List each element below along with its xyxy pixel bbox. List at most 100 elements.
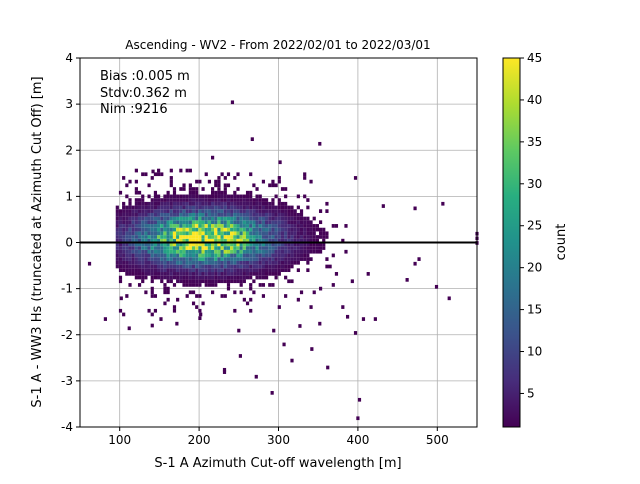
heatmap-cell [201,201,205,206]
heatmap-cell [157,220,161,225]
heatmap-cell [271,246,275,250]
heatmap-cell [277,246,281,250]
heatmap-cell [137,190,142,195]
heatmap-cell [157,227,161,232]
heatmap-cell [284,212,288,217]
heatmap-cell [141,238,145,243]
heatmap-cell [261,246,266,250]
heatmap-cell [242,268,246,273]
heatmap-cell [268,212,272,217]
heatmap-cell [176,249,180,254]
heatmap-cell [226,242,231,247]
heatmap-cell [166,286,170,291]
heatmap-cell [211,205,215,210]
heatmap-cell [204,224,208,228]
heatmap-cell [115,235,119,239]
heatmap-cell [299,212,304,217]
heatmap-cell [226,249,231,254]
heatmap-cell [179,220,183,225]
heatmap-cell [169,238,173,243]
heatmap-cell [226,275,231,280]
heatmap-cell [201,253,205,258]
heatmap-cell [204,264,208,269]
heatmap-cell [220,194,224,199]
heatmap-cell [249,297,253,302]
heatmap-cell [188,275,192,280]
heatmap-cell [122,201,126,206]
y-tick-label: -1 [61,282,73,296]
heatmap-cell [226,201,231,206]
heatmap-cell [118,246,123,250]
heatmap-cell [268,260,272,265]
heatmap-cell [287,264,291,269]
heatmap-cell [217,190,221,195]
heatmap-cell [201,231,205,236]
heatmap-cell [134,242,138,247]
heatmap-cell [261,227,266,232]
heatmap-cell [201,235,205,239]
heatmap-cell [185,242,189,247]
heatmap-cell [198,194,202,199]
heatmap-cell [245,264,250,269]
heatmap-cell [176,231,180,236]
heatmap-cell [172,260,177,265]
heatmap-cell [207,201,212,206]
heatmap-cell [226,260,231,265]
heatmap-cell [214,279,218,284]
heatmap-cell [166,242,170,247]
heatmap-cell [226,238,231,243]
heatmap-cell [274,260,278,265]
heatmap-cell [211,264,215,269]
heatmap-cell [284,224,288,228]
heatmap-cell [287,238,291,243]
heatmap-cell [147,238,151,243]
heatmap-cell [147,260,151,265]
heatmap-cell [322,231,326,236]
heatmap-cell [277,212,281,217]
heatmap-cell [299,209,304,213]
heatmap-cell [147,268,151,273]
heatmap-cell [207,231,212,236]
heatmap-cell [303,172,307,177]
heatmap-cell [141,253,145,258]
heatmap-cell [160,172,164,177]
heatmap-cell [137,224,142,228]
heatmap-cell [137,242,142,247]
heatmap-cell [176,238,180,243]
heatmap-cell [137,209,142,213]
heatmap-cell [214,179,218,184]
heatmap-cell [290,209,294,213]
heatmap-cell [258,212,262,217]
heatmap-cell [188,220,192,225]
heatmap-cell [274,268,278,273]
heatmap-cell [179,235,183,239]
heatmap-cell [211,190,215,195]
heatmap-cell [150,268,154,273]
heatmap-cell [141,264,145,269]
heatmap-cell [220,253,224,258]
heatmap-cell [150,242,154,247]
heatmap-cell [268,246,272,250]
heatmap-cell [137,264,142,269]
heatmap-cell [160,212,164,217]
heatmap-cell [258,205,262,210]
heatmap-cell [122,212,126,217]
heatmap-cell [141,235,145,239]
heatmap-cell [153,242,158,247]
heatmap-cell [150,235,154,239]
heatmap-cell [220,279,224,284]
heatmap-cell [166,249,170,254]
heatmap-cell [242,297,246,302]
heatmap-cell [166,279,170,284]
heatmap-cell [137,275,142,280]
heatmap-cell [182,260,186,265]
heatmap-cell [214,231,218,236]
heatmap-cell [169,275,173,280]
heatmap-cell [306,231,310,236]
heatmap-cell [293,253,297,258]
heatmap-cell [195,198,199,202]
heatmap-cell [312,249,316,254]
heatmap-cell [125,253,129,258]
heatmap-cell [265,235,269,239]
heatmap-cell [236,264,240,269]
